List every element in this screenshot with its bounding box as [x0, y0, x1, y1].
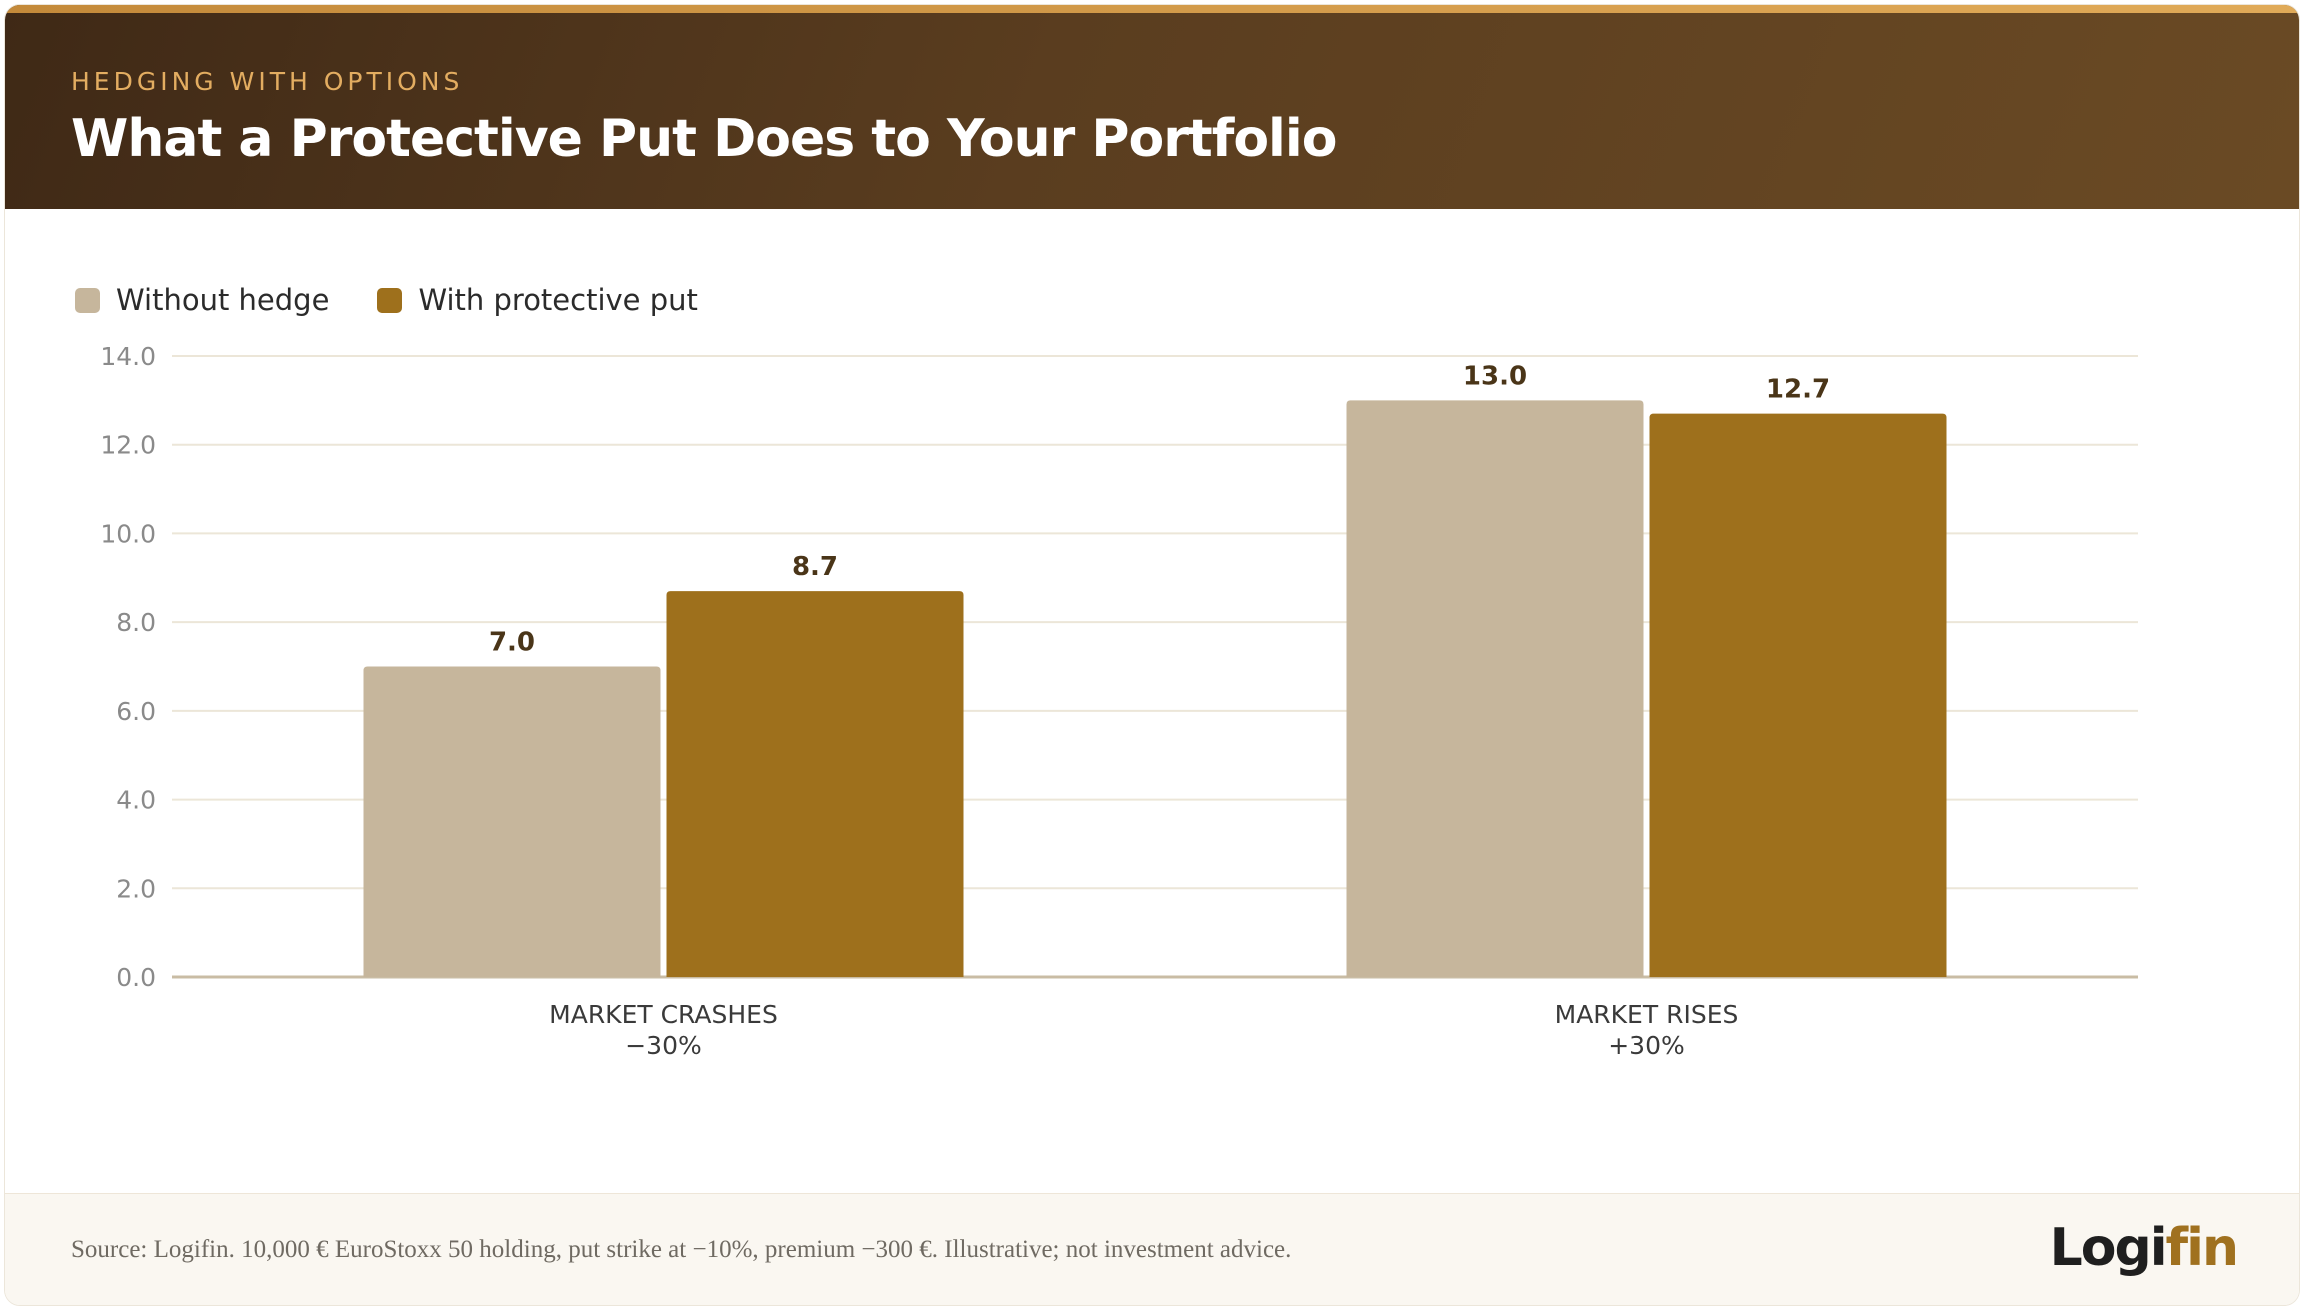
y-tick-label: 2.0: [116, 874, 156, 903]
value-label: 12.7: [1766, 375, 1830, 405]
legend-swatch-without-hedge: [75, 287, 100, 313]
y-tick-label: 0.0: [116, 963, 156, 992]
bar-without-hedge-1: [1346, 400, 1644, 977]
header-banner: HEDGING WITH OPTIONS What a Protective P…: [5, 5, 2299, 209]
legend: Without hedge With protective put: [75, 283, 746, 317]
y-tick-label: 6.0: [116, 697, 156, 726]
source-note: Source: Logifin. 10,000 € EuroStoxx 50 h…: [71, 1236, 1292, 1263]
y-tick-label: 12.0: [100, 431, 156, 460]
legend-item-with-put: With protective put: [377, 283, 698, 317]
accent-line: [5, 5, 2299, 13]
x-tick-label: +30%: [1608, 1031, 1685, 1060]
legend-swatch-with-put: [377, 287, 403, 313]
logifin-logo: Logifin: [2049, 1218, 2239, 1278]
chart-card: HEDGING WITH OPTIONS What a Protective P…: [4, 4, 2300, 1306]
x-tick-label: MARKET CRASHES: [549, 1000, 778, 1029]
footer: Source: Logifin. 10,000 € EuroStoxx 50 h…: [5, 1193, 2299, 1305]
x-tick-label: MARKET RISES: [1555, 1000, 1739, 1029]
y-tick-label: 14.0: [100, 342, 156, 371]
y-tick-label: 4.0: [116, 786, 156, 815]
x-tick-label: −30%: [625, 1031, 702, 1060]
chart-title: What a Protective Put Does to Your Portf…: [71, 109, 1337, 169]
y-tick-label: 8.0: [116, 608, 156, 637]
bar-with-put-0: [666, 591, 964, 977]
bar-without-hedge-0: [363, 666, 661, 977]
kicker-label: HEDGING WITH OPTIONS: [71, 67, 464, 96]
value-label: 13.0: [1463, 361, 1527, 391]
value-label: 8.7: [792, 552, 838, 582]
bar-chart: 0.0 2.0 4.0 6.0 8.0 10.0 12.0 14.0 7.0 8.7 MARKET …: [100, 342, 2138, 1060]
y-tick-label: 10.0: [100, 519, 156, 548]
legend-label-without-hedge: Without hedge: [116, 283, 330, 317]
bar-with-put-1: [1649, 413, 1947, 977]
legend-label-with-put: With protective put: [418, 283, 698, 317]
value-label: 7.0: [489, 628, 535, 658]
legend-item-without-hedge: Without hedge: [75, 283, 329, 317]
